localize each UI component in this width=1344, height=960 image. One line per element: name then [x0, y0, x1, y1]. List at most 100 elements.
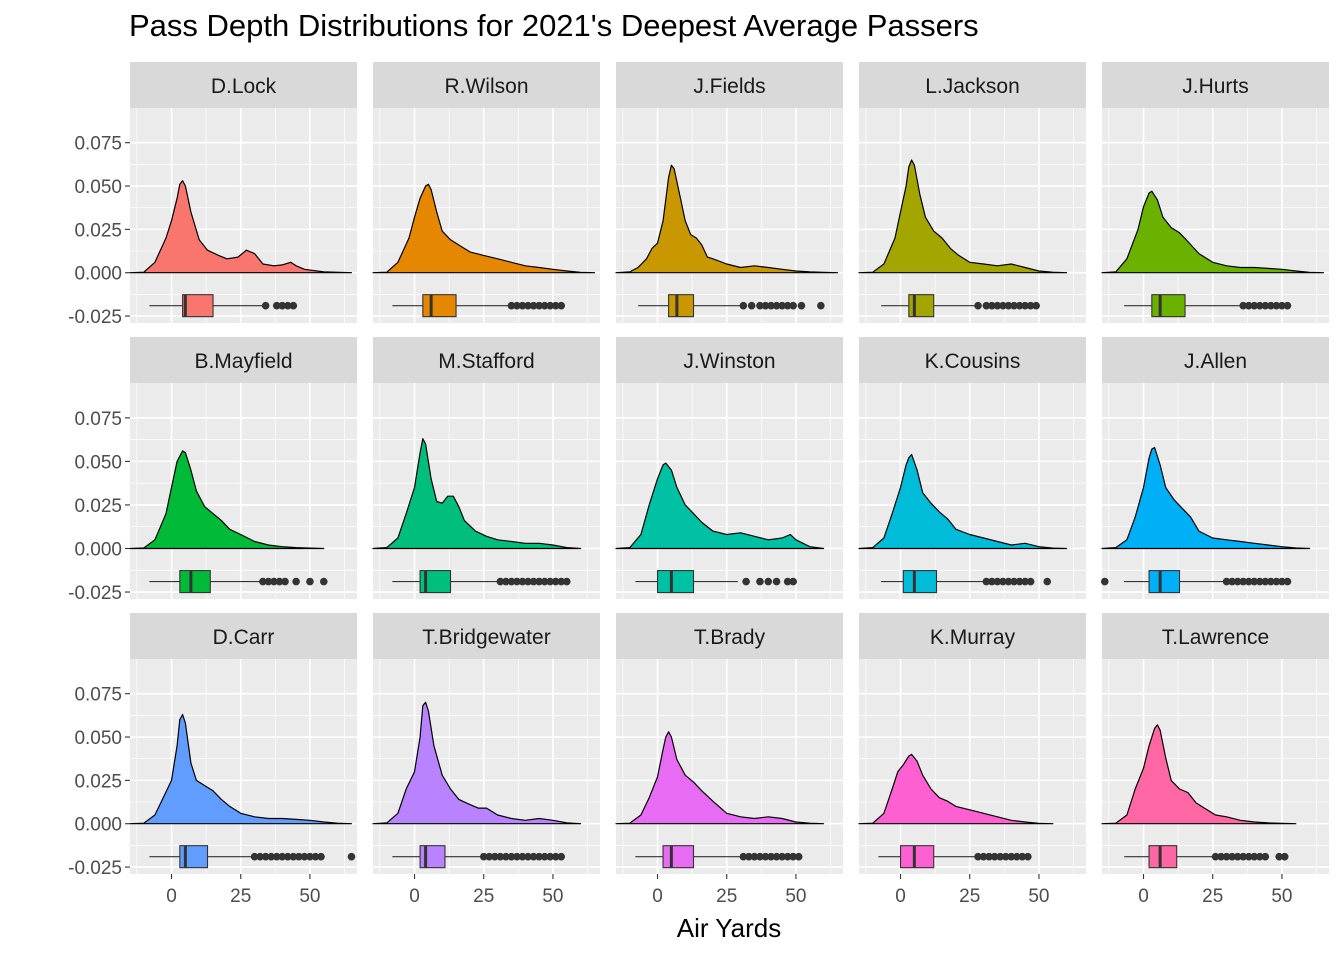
- boxplot-outlier: [524, 301, 532, 310]
- boxplot-outlier: [979, 852, 988, 861]
- boxplot-outlier: [772, 577, 781, 586]
- boxplot-outlier: [1250, 301, 1259, 310]
- boxplot-outlier: [761, 852, 770, 861]
- density-area: [615, 462, 825, 550]
- boxplot-outlier: [982, 577, 991, 586]
- x-tick-label: 0: [652, 886, 663, 907]
- boxplot-outlier: [551, 577, 560, 586]
- panel-background: [1102, 383, 1329, 599]
- x-tick-label: 50: [785, 886, 806, 907]
- boxplot-outlier: [551, 301, 560, 310]
- boxplot-outlier: [750, 852, 759, 861]
- boxplot-outlier: [1255, 852, 1264, 861]
- panel-background: [373, 108, 600, 323]
- facet-strip: [859, 613, 1086, 659]
- facet-strip-label: J.Hurts: [1182, 75, 1249, 98]
- boxplot-outlier: [275, 577, 284, 586]
- facet-strip: [1102, 337, 1329, 383]
- boxplot-outlier: [1015, 577, 1024, 586]
- boxplot-outlier: [797, 301, 806, 310]
- y-tick-label: 0.000: [74, 539, 122, 560]
- boxplot-box: [419, 570, 452, 594]
- boxplot-outlier: [1255, 301, 1264, 310]
- boxplot-box: [422, 294, 457, 318]
- x-tick-label: 25: [959, 886, 980, 907]
- boxplot-outlier: [1244, 577, 1253, 586]
- boxplot-box: [1148, 570, 1181, 594]
- x-tick-label: 50: [299, 886, 320, 907]
- facet-strip-label: L.Jackson: [925, 75, 1020, 98]
- boxplot-outlier: [1018, 852, 1027, 861]
- boxplot-outlier: [1222, 577, 1231, 586]
- boxplot-outlier: [756, 301, 764, 310]
- boxplot-outlier: [990, 852, 999, 861]
- y-tick-label: 0.075: [74, 409, 122, 430]
- facet-strip: [130, 62, 357, 108]
- density-area: [1101, 190, 1325, 274]
- facet-strip: [859, 62, 1086, 108]
- facet-strip-label: T.Bridgewater: [422, 626, 550, 649]
- boxplot-outlier: [1012, 852, 1021, 861]
- boxplot-box: [419, 845, 446, 869]
- boxplot-outlier: [764, 577, 773, 586]
- facet-strip-label: R.Wilson: [444, 75, 528, 98]
- boxplot-outlier: [546, 852, 554, 861]
- boxplot-outlier: [1272, 301, 1281, 310]
- boxplot-outlier: [546, 577, 554, 586]
- boxplot-outlier: [1010, 301, 1018, 310]
- boxplot-outlier: [557, 852, 566, 861]
- y-tick-label: 0.025: [74, 771, 122, 792]
- x-tick-label: 25: [1202, 886, 1223, 907]
- x-tick-label: 50: [1271, 886, 1292, 907]
- density-area: [372, 701, 582, 825]
- boxplot-outlier: [817, 301, 825, 310]
- boxplot-outlier: [270, 577, 278, 586]
- boxplot-outlier: [1043, 577, 1052, 586]
- boxplot-outlier: [518, 301, 527, 310]
- x-tick-label: 50: [542, 886, 563, 907]
- facet-strip: [616, 337, 843, 383]
- boxplot-outlier: [562, 577, 571, 586]
- y-tick-label: 0.050: [74, 452, 122, 473]
- facet-strip: [373, 337, 600, 383]
- facet-panel-t-brady: T.Brady 0 25 50: [615, 613, 843, 907]
- boxplot-outlier: [540, 301, 549, 310]
- boxplot-outlier: [491, 852, 499, 861]
- boxplot-outlier: [1021, 301, 1029, 310]
- boxplot-outlier: [988, 301, 996, 310]
- boxplot-outlier: [1267, 301, 1275, 310]
- facet-strip-label: K.Cousins: [925, 350, 1021, 373]
- facet-strip: [1102, 613, 1329, 659]
- y-tick-label: 0.000: [74, 815, 122, 836]
- boxplot-outlier: [1004, 301, 1013, 310]
- boxplot-outlier: [507, 577, 516, 586]
- facet-strip-label: T.Lawrence: [1162, 626, 1269, 649]
- density-area: [1101, 446, 1311, 550]
- boxplot-box: [908, 294, 935, 318]
- facet-panel-t-bridgewater: T.Bridgewater 0 25 50: [372, 613, 600, 907]
- facet-panel-j-fields: J.Fields: [615, 62, 843, 323]
- boxplot-box: [179, 570, 211, 594]
- boxplot-outlier: [540, 577, 549, 586]
- panel-background: [859, 383, 1086, 599]
- boxplot-outlier: [1239, 577, 1247, 586]
- boxplot-outlier: [988, 577, 996, 586]
- boxplot-outlier: [1261, 852, 1270, 861]
- density-area: [858, 753, 1054, 825]
- facet-strip-label: M.Stafford: [438, 350, 535, 373]
- boxplot-outlier: [1228, 577, 1236, 586]
- boxplot-outlier: [1261, 301, 1270, 310]
- boxplot-outlier: [783, 577, 792, 586]
- boxplot-outlier: [1280, 852, 1289, 861]
- x-axis-title: Air Yards: [676, 913, 782, 943]
- boxplot-outlier: [535, 852, 543, 861]
- facet-panel-j-allen: J.Allen: [1100, 337, 1329, 599]
- boxplot-outlier: [1026, 577, 1035, 586]
- boxplot-outlier: [1250, 852, 1259, 861]
- boxplot-outlier: [745, 852, 753, 861]
- facet-strip: [130, 613, 357, 659]
- boxplot-outlier: [264, 577, 273, 586]
- density-area: [372, 183, 596, 274]
- boxplot-outlier: [778, 301, 786, 310]
